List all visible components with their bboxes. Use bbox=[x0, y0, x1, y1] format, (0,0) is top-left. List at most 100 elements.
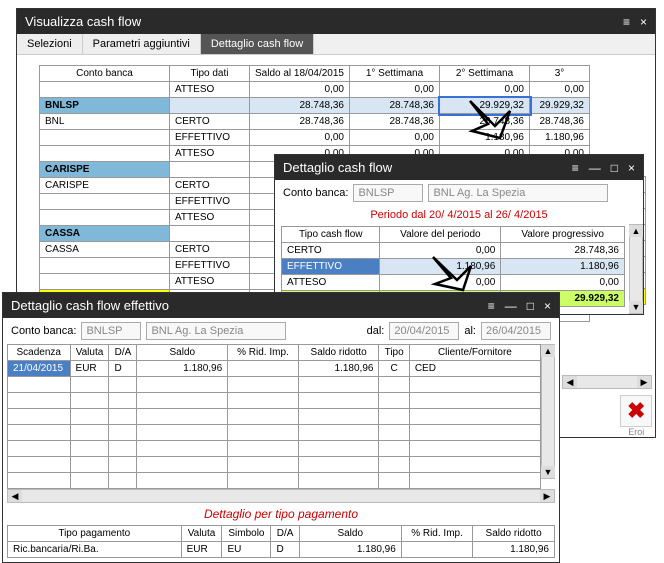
p2-header: D/A bbox=[109, 345, 137, 361]
popup1-vscroll[interactable]: ▲ ▼ bbox=[629, 224, 643, 314]
empty-cell bbox=[137, 425, 228, 441]
value-cell: 0,00 bbox=[350, 130, 440, 146]
empty-cell bbox=[379, 409, 409, 425]
close-icon[interactable]: × bbox=[544, 299, 551, 313]
cli-cell: CED bbox=[409, 361, 540, 377]
prog-cell: 0,00 bbox=[501, 275, 625, 291]
popup2-grid[interactable]: ScadenzaValutaD/ASaldo% Rid. Imp.Saldo r… bbox=[7, 344, 541, 489]
scroll-down-icon[interactable]: ▼ bbox=[541, 466, 555, 478]
tab-selezioni[interactable]: Selezioni bbox=[17, 34, 83, 54]
conto-input[interactable] bbox=[81, 322, 141, 340]
empty-cell bbox=[8, 441, 71, 457]
table-row[interactable] bbox=[8, 409, 541, 425]
scroll-right-icon[interactable]: ▶ bbox=[637, 376, 651, 388]
value-cell: 28.748,36 bbox=[250, 114, 350, 130]
close-icon[interactable]: × bbox=[640, 15, 647, 29]
table-row[interactable]: BNLCERTO28.748,3628.748,3628.748,3628.74… bbox=[40, 114, 590, 130]
empty-cell bbox=[379, 377, 409, 393]
p2-header: Tipo bbox=[379, 345, 409, 361]
sridotto-cell: 1.180,96 bbox=[473, 542, 555, 558]
table-row[interactable] bbox=[8, 377, 541, 393]
table-row[interactable]: ATTESO0,000,00 bbox=[282, 275, 625, 291]
menu-icon[interactable]: ≡ bbox=[488, 299, 495, 313]
scroll-up-icon[interactable]: ▲ bbox=[541, 345, 555, 357]
empty-cell bbox=[137, 457, 228, 473]
empty-cell bbox=[298, 377, 379, 393]
popup1-titlebar: Dettaglio cash flow ≡ — □ × bbox=[275, 155, 643, 180]
maximize-icon[interactable]: □ bbox=[527, 299, 534, 313]
tipo-cell: CERTO bbox=[282, 243, 380, 259]
al-input[interactable] bbox=[481, 322, 551, 340]
tab-parametri[interactable]: Parametri aggiuntivi bbox=[83, 34, 201, 54]
maximize-icon[interactable]: □ bbox=[611, 161, 618, 175]
empty-cell bbox=[298, 393, 379, 409]
prog-cell: 1.180,96 bbox=[501, 259, 625, 275]
table-row[interactable]: EFFETTIVO0,000,001.180,961.180,96 bbox=[40, 130, 590, 146]
empty-cell bbox=[409, 377, 540, 393]
p2-header: Scadenza bbox=[8, 345, 71, 361]
empty-cell bbox=[70, 425, 109, 441]
tipo-cell: EFFETTIVO bbox=[170, 258, 250, 274]
table-row[interactable]: ATTESO0,000,000,000,00 bbox=[40, 82, 590, 98]
scroll-left-icon[interactable]: ◀ bbox=[563, 376, 577, 388]
empty-cell bbox=[70, 377, 109, 393]
menu-icon[interactable]: ≡ bbox=[572, 161, 579, 175]
empty-cell bbox=[298, 473, 379, 489]
tab-dettaglio[interactable]: Dettaglio cash flow bbox=[201, 34, 314, 54]
scroll-up-icon[interactable]: ▲ bbox=[629, 225, 643, 237]
popup2-subtitle: Dettaglio per tipo pagamento bbox=[3, 503, 559, 525]
menu-icon[interactable]: ≡ bbox=[623, 15, 630, 29]
minimize-icon[interactable]: — bbox=[589, 161, 601, 175]
close-x-icon[interactable]: ✖ bbox=[627, 398, 645, 423]
table-row[interactable]: 21/04/2015EURD1.180,961.180,96CCED bbox=[8, 361, 541, 377]
periodo-cell: 1.180,96 bbox=[380, 259, 501, 275]
scroll-down-icon[interactable]: ▼ bbox=[629, 301, 643, 313]
popup-effettivo: Dettaglio cash flow effettivo ≡ — □ × Co… bbox=[2, 292, 560, 563]
empty-cell bbox=[379, 441, 409, 457]
table-row[interactable] bbox=[8, 473, 541, 489]
bank-cell bbox=[40, 258, 170, 274]
table-row[interactable]: Ric.bancaria/Ri.Ba.EUREUD1.180,961.180,9… bbox=[8, 542, 555, 558]
empty-cell bbox=[409, 393, 540, 409]
main-hscroll-frag[interactable]: ◀ ▶ bbox=[562, 375, 652, 389]
scroll-right-icon[interactable]: ▶ bbox=[540, 490, 554, 502]
empty-cell bbox=[70, 441, 109, 457]
val-cell: EUR bbox=[181, 542, 222, 558]
popup2-vscroll[interactable]: ▲ ▼ bbox=[541, 344, 555, 479]
table-row[interactable] bbox=[8, 457, 541, 473]
dal-input[interactable] bbox=[389, 322, 459, 340]
table-row[interactable] bbox=[8, 441, 541, 457]
p22-header: Saldo bbox=[299, 526, 401, 542]
tipo-cell bbox=[170, 162, 250, 178]
minimize-icon[interactable]: — bbox=[505, 299, 517, 313]
conto-input[interactable] bbox=[353, 184, 423, 202]
scroll-left-icon[interactable]: ◀ bbox=[8, 490, 22, 502]
periodo-cell: 0,00 bbox=[380, 243, 501, 259]
table-row[interactable]: EFFETTIVO1.180,961.180,96 bbox=[282, 259, 625, 275]
popup2-top-row: Conto banca: dal: al: bbox=[3, 318, 559, 344]
conto-desc-input[interactable] bbox=[428, 184, 608, 202]
empty-cell bbox=[109, 409, 137, 425]
p1-header: Valore progressivo bbox=[501, 227, 625, 243]
value-cell: 1.180,96 bbox=[530, 130, 590, 146]
popup2-hscroll[interactable]: ◀ ▶ bbox=[7, 489, 555, 503]
table-row[interactable]: BNLSP28.748,3628.748,3629.929,3229.929,3… bbox=[40, 98, 590, 114]
close-button-box[interactable]: ✖ Eroi bbox=[620, 395, 652, 437]
close-icon[interactable]: × bbox=[628, 161, 635, 175]
bank-cell bbox=[40, 274, 170, 290]
p1-header: Tipo cash flow bbox=[282, 227, 380, 243]
al-label: al: bbox=[464, 325, 476, 337]
empty-cell bbox=[409, 457, 540, 473]
main-col-header: Tipo dati bbox=[170, 66, 250, 82]
table-row[interactable] bbox=[8, 425, 541, 441]
table-row[interactable]: CERTO0,0028.748,36 bbox=[282, 243, 625, 259]
tipo-cell: EFFETTIVO bbox=[170, 130, 250, 146]
main-titlebar: Visualizza cash flow ≡ × bbox=[17, 9, 655, 34]
empty-cell bbox=[228, 441, 299, 457]
empty-cell bbox=[228, 377, 299, 393]
da-cell: D bbox=[271, 542, 299, 558]
table-row[interactable] bbox=[8, 393, 541, 409]
popup2-grid2[interactable]: Tipo pagamentoValutaSimboloD/ASaldo% Rid… bbox=[7, 525, 555, 558]
value-cell: 28.748,36 bbox=[530, 114, 590, 130]
conto-desc-input[interactable] bbox=[146, 322, 286, 340]
